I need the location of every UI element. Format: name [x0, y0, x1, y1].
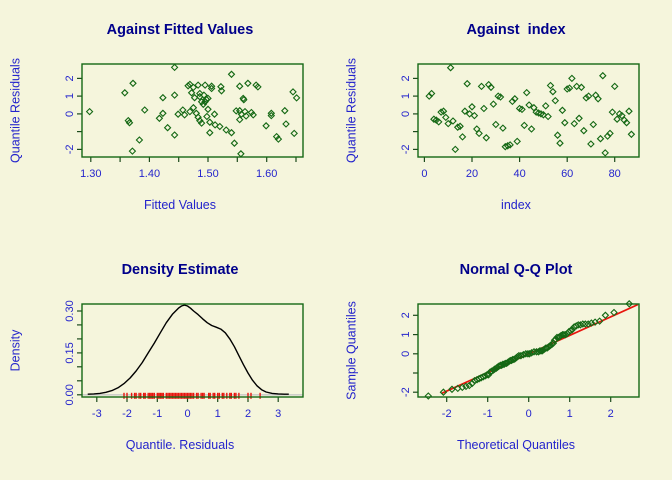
density-estimate-xlabel: Quantile. Residuals — [125, 438, 235, 452]
svg-text:0: 0 — [64, 111, 76, 117]
svg-text:1.60: 1.60 — [256, 168, 277, 180]
svg-text:-2: -2 — [64, 145, 76, 155]
svg-text:1: 1 — [400, 93, 412, 99]
svg-text:2: 2 — [400, 75, 412, 81]
svg-text:1: 1 — [567, 408, 573, 420]
svg-text:-2: -2 — [442, 408, 452, 420]
svg-text:1.40: 1.40 — [139, 168, 160, 180]
svg-text:60: 60 — [561, 168, 573, 180]
svg-text:1.30: 1.30 — [80, 168, 101, 180]
svg-text:0: 0 — [421, 168, 427, 180]
svg-text:-1: -1 — [483, 408, 493, 420]
normal-qq-plot-canvas: -2 -1 0 1 2 -2 0 1 2 — [400, 300, 640, 420]
svg-text:-1: -1 — [152, 408, 162, 420]
svg-text:0: 0 — [526, 408, 532, 420]
normal-qq-plot-xlabel: Theoretical Quantiles — [456, 438, 576, 452]
normal-qq-plot-ylabel: Sample Quantiles — [344, 301, 359, 400]
panel-normal-qq-plot: -2 -1 0 1 2 -2 0 1 2 Normal Q-Q Plot Theoretical… — [336, 240, 672, 480]
against-fitted-values-ylabel: Quantile Residuals — [8, 58, 23, 163]
svg-text:0: 0 — [400, 351, 412, 357]
svg-text:0: 0 — [184, 408, 190, 420]
against-index-title: Against index — [466, 22, 566, 38]
svg-text:80: 80 — [609, 168, 621, 180]
svg-text:-3: -3 — [92, 408, 102, 420]
svg-text:2: 2 — [64, 75, 76, 81]
svg-text:-2: -2 — [400, 145, 412, 155]
svg-text:20: 20 — [466, 168, 478, 180]
against-index-xlabel: index — [501, 198, 531, 212]
svg-text:0: 0 — [400, 111, 412, 117]
svg-text:2: 2 — [245, 408, 251, 420]
svg-text:40: 40 — [513, 168, 525, 180]
against-fitted-values-xlabel: Fitted Values — [143, 198, 217, 212]
svg-text:-2: -2 — [122, 408, 132, 420]
svg-text:0.15: 0.15 — [64, 342, 76, 363]
svg-text:1.50: 1.50 — [197, 168, 218, 180]
against-fitted-values-title: Against Fitted Values — [106, 22, 254, 38]
svg-text:2: 2 — [608, 408, 614, 420]
svg-text:0.00: 0.00 — [64, 384, 76, 405]
normal-qq-plot-title: Normal Q-Q Plot — [459, 262, 573, 278]
svg-text:1: 1 — [215, 408, 221, 420]
density-estimate-plot-canvas: -3 -2 -1 0 1 2 3 0.00 0.15 0.30 — [64, 300, 304, 420]
svg-text:1: 1 — [400, 332, 412, 338]
svg-text:3: 3 — [275, 408, 281, 420]
svg-text:2: 2 — [400, 312, 412, 318]
against-fitted-values-plot-canvas: 1.30 1.40 1.50 1.60 -2 0 1 2 — [64, 63, 304, 180]
panel-against-index: 0 20 40 60 80 -2 0 1 2 Against index index Quant… — [336, 0, 672, 240]
density-estimate-title: Density Estimate — [121, 262, 239, 278]
svg-text:0.30: 0.30 — [64, 300, 76, 321]
density-estimate-ylabel: Density — [8, 329, 23, 372]
svg-text:1: 1 — [64, 93, 76, 99]
against-index-ylabel: Quantile Residuals — [344, 58, 359, 163]
svg-text:-2: -2 — [400, 387, 412, 397]
panel-density-estimate: -3 -2 -1 0 1 2 3 0.00 0.15 0.30 Density Estimate … — [0, 240, 336, 480]
panel-against-fitted-values: 1.30 1.40 1.50 1.60 -2 0 1 2 Against Fitted Val… — [0, 0, 336, 240]
against-index-plot-canvas: 0 20 40 60 80 -2 0 1 2 — [400, 63, 640, 180]
